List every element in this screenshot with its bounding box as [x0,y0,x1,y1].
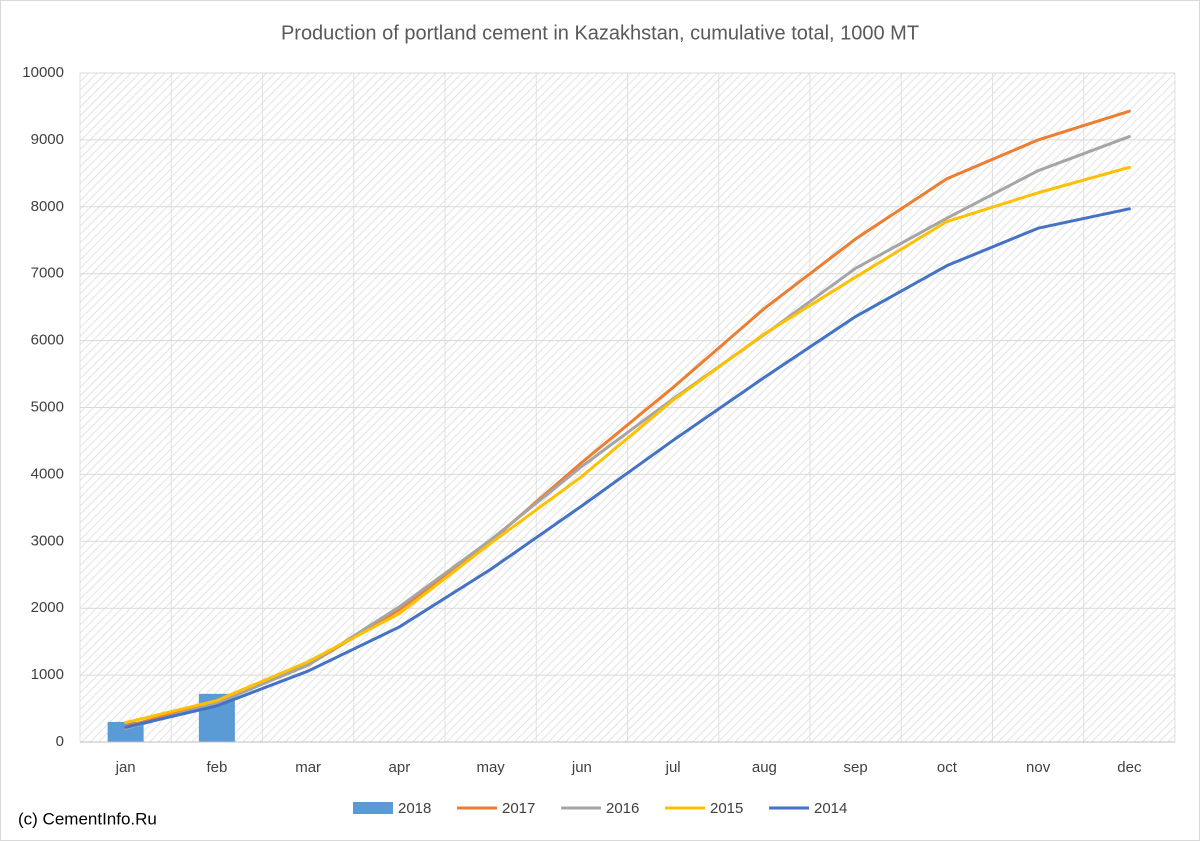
y-tick-label: 7000 [31,265,64,282]
y-tick-label: 2000 [31,599,64,616]
x-tick-label: nov [1026,759,1051,776]
y-tick-label: 4000 [31,465,64,482]
x-tick-label: mar [295,759,321,776]
x-tick-label: may [476,759,505,776]
line [124,165,1131,725]
legend-label: 2018 [398,800,431,817]
y-tick-label: 10000 [22,64,64,81]
legend-label: 2016 [606,800,639,817]
y-tick-label: 8000 [31,198,64,215]
x-tick-label: sep [844,759,868,776]
x-tick-label: apr [389,759,411,776]
legend-swatch [353,802,393,814]
y-tick-label: 9000 [31,131,64,148]
line [124,135,1131,731]
y-tick-label: 1000 [31,666,64,683]
y-tick-label: 0 [56,733,64,750]
y-tick-label: 6000 [31,332,64,349]
legend-label: 2015 [710,800,743,817]
y-tick-label: 3000 [31,532,64,549]
x-tick-label: feb [206,759,227,776]
legend-label: 2017 [502,800,535,817]
line [124,207,1131,729]
x-tick-label: dec [1117,759,1142,776]
chart-title: Production of portland cement in Kazakhs… [281,22,919,44]
x-tick-label: jan [115,759,136,776]
x-tick-label: jun [571,759,592,776]
x-tick-label: aug [752,759,777,776]
y-tick-label: 5000 [31,398,64,415]
legend-label: 2014 [814,800,847,817]
annotation: (c) CementInfo.Ru [18,809,157,828]
x-tick-label: oct [937,759,958,776]
x-tick-label: jul [665,759,681,776]
